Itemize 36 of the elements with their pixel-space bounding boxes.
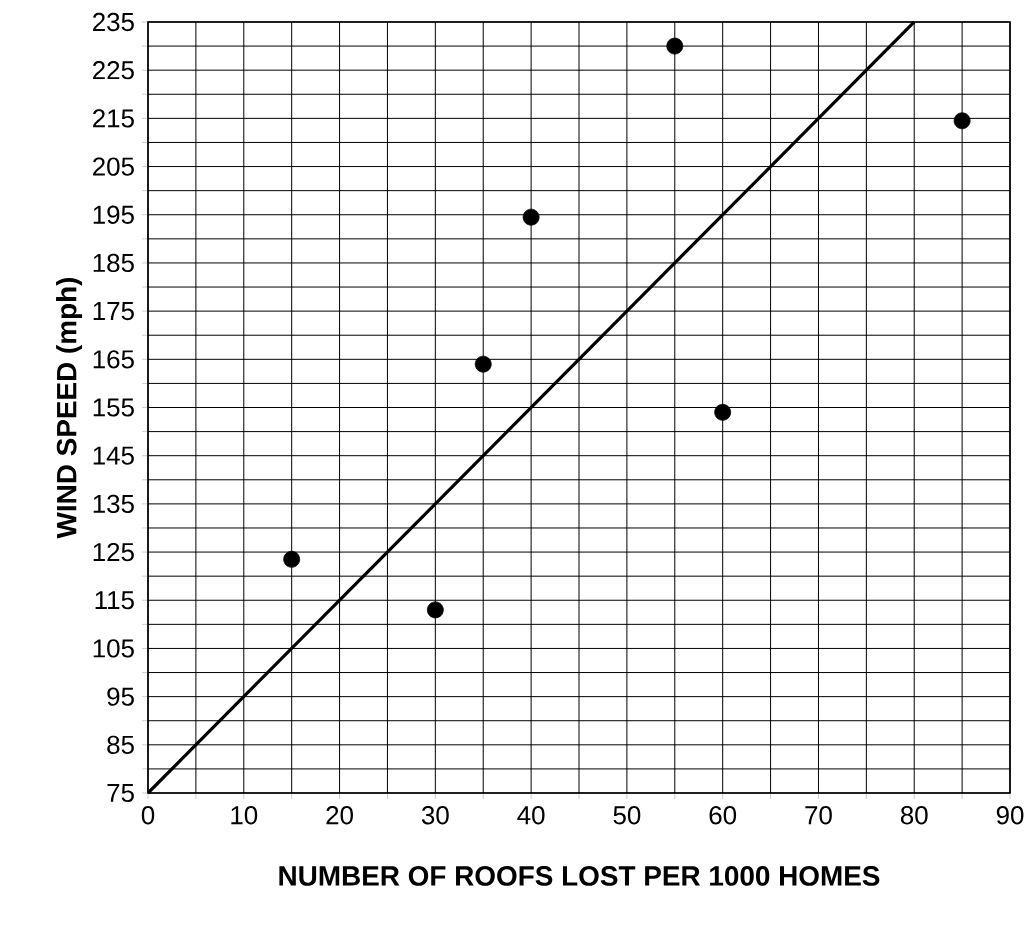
y-tick-label: 125 (93, 542, 134, 562)
y-tick-label: 165 (93, 350, 134, 369)
y-tick-label: 135 (93, 494, 134, 514)
point (522, 208, 540, 226)
point (714, 403, 732, 421)
y-tick-label: 175 (93, 302, 134, 321)
y-tick-label: 75 (107, 783, 134, 803)
point (474, 355, 492, 373)
x-tick-label: 30 (421, 806, 449, 825)
y-axis-title: WIND SPEED (mph) (56, 277, 83, 539)
y-tick-label: 105 (93, 639, 134, 658)
x-tick-label: 60 (709, 806, 737, 825)
y-tick-label: 155 (93, 398, 134, 417)
point (426, 601, 444, 619)
y-tick-label: 225 (93, 61, 134, 80)
x-tick-label: 70 (805, 806, 832, 825)
y-tick-label: 85 (107, 735, 134, 754)
y-tick-label: 235 (93, 12, 134, 32)
point (953, 112, 971, 130)
y-tick-label: 205 (93, 157, 134, 176)
x-tick-label: 10 (231, 806, 258, 825)
y-tick-label: 185 (93, 253, 134, 273)
point (666, 37, 684, 55)
x-tick-label: 40 (517, 806, 545, 825)
y-tick-label: 115 (95, 591, 134, 610)
x-tick-label: 50 (613, 806, 641, 825)
x-tick-label: 90 (996, 806, 1024, 825)
x-axis-title: NUMBER OF ROOFS LOST PER 1000 HOMES (279, 866, 880, 886)
y-tick-label: 145 (93, 446, 134, 465)
y-tick-label: 215 (93, 109, 134, 128)
x-tick-label: 0 (141, 806, 155, 825)
point (283, 550, 301, 568)
x-tick-label: 80 (900, 806, 928, 825)
y-tick-label: 195 (93, 205, 134, 224)
y-tick-label: 95 (107, 687, 134, 706)
x-tick-label: 20 (326, 806, 353, 825)
